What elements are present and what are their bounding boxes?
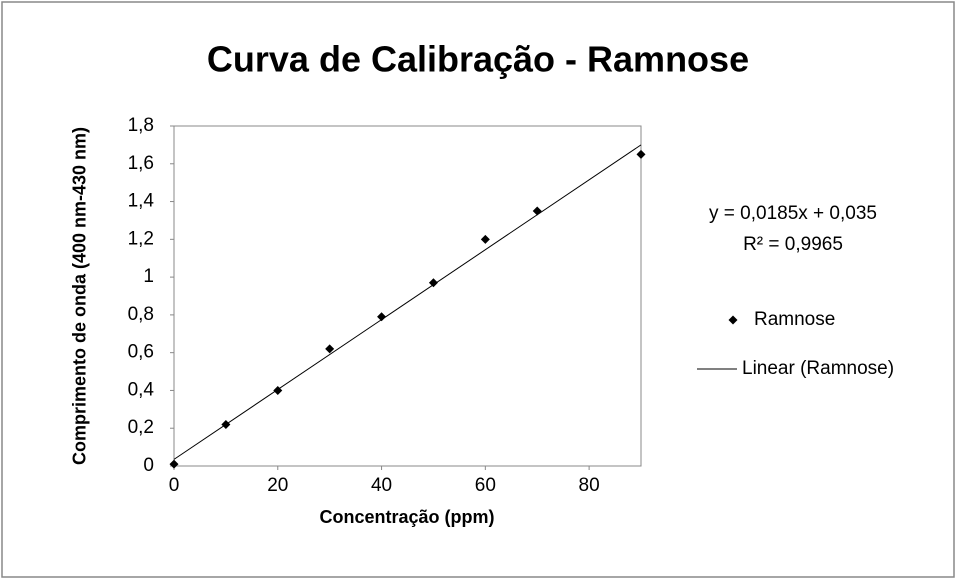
- x-tick-label: 80: [579, 475, 600, 496]
- data-point: [532, 206, 542, 216]
- legend-label: Linear (Ramnose): [742, 358, 894, 379]
- chart-title: Curva de Calibração - Ramnose: [207, 39, 749, 80]
- plot-area: [173, 125, 642, 467]
- y-tick-label: 0: [143, 455, 154, 476]
- legend-label: Ramnose: [754, 309, 835, 330]
- legend-marker: [728, 315, 738, 325]
- y-tick-label: 0,2: [128, 417, 154, 438]
- y-axis-label: Comprimento de onda (400 nm-430 nm): [69, 126, 90, 466]
- trend-equation: y = 0,0185x + 0,035: [709, 203, 877, 224]
- y-tick-label: 1,8: [128, 115, 154, 136]
- y-tick-label: 1,4: [128, 191, 155, 212]
- trend-r2: R² = 0,9965: [743, 234, 843, 255]
- x-tick-label: 40: [371, 475, 392, 496]
- data-point: [169, 459, 179, 469]
- y-tick-label: 1,6: [128, 153, 154, 174]
- x-tick-label: 20: [267, 475, 288, 496]
- trend-line: [173, 144, 642, 460]
- data-point: [428, 278, 438, 288]
- data-point: [636, 149, 646, 159]
- data-point: [273, 385, 283, 395]
- data-point: [377, 312, 387, 322]
- x-axis-label: Concentração (ppm): [319, 507, 494, 527]
- y-tick-label: 1: [143, 266, 154, 287]
- y-tick-label: 0,4: [128, 379, 155, 400]
- x-tick-label: 0: [169, 475, 180, 496]
- y-tick-label: 0,8: [128, 304, 154, 325]
- y-tick-label: 1,2: [128, 228, 154, 249]
- y-tick-label: 0,6: [128, 342, 154, 363]
- data-point: [221, 419, 231, 429]
- data-point: [325, 344, 335, 354]
- data-point: [480, 234, 490, 244]
- x-tick-label: 60: [475, 475, 496, 496]
